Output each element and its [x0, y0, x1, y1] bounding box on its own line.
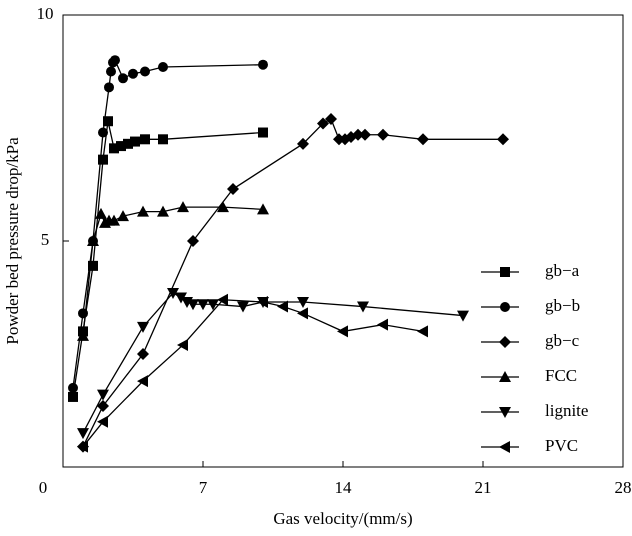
data-point — [257, 203, 269, 215]
x-tick-label: 0 — [39, 478, 48, 497]
data-point — [137, 321, 149, 333]
data-point — [116, 141, 126, 152]
data-point — [377, 128, 389, 141]
data-point — [377, 318, 388, 331]
x-tick-label: 14 — [335, 478, 353, 497]
data-point — [128, 68, 138, 79]
data-point — [158, 134, 168, 145]
legend-marker — [500, 302, 510, 312]
data-point — [87, 235, 99, 246]
data-point — [237, 301, 249, 313]
data-point — [357, 301, 369, 313]
data-point — [352, 128, 364, 141]
data-point — [68, 391, 78, 402]
data-point — [137, 348, 149, 360]
data-point — [257, 296, 268, 309]
data-point — [98, 154, 108, 165]
plot-frame — [62, 14, 624, 468]
data-point — [217, 293, 228, 306]
data-point — [117, 210, 129, 222]
data-point — [227, 183, 239, 196]
legend-label: PVC — [545, 436, 578, 455]
data-point — [167, 287, 179, 299]
data-point — [98, 127, 108, 138]
data-point — [297, 307, 308, 320]
data-point — [118, 73, 128, 84]
data-point — [78, 308, 88, 319]
legend-marker — [499, 407, 511, 418]
y-tick-label: 10 — [37, 4, 54, 23]
data-point — [123, 138, 133, 149]
series-line — [82, 118, 503, 447]
legend-marker — [499, 441, 510, 453]
legend-marker — [499, 336, 511, 348]
data-point — [110, 55, 120, 66]
data-point — [325, 112, 337, 125]
data-point — [103, 116, 113, 127]
data-point — [297, 297, 309, 309]
data-point — [77, 329, 89, 341]
data-point — [497, 133, 509, 146]
y-axis-label: Powder bed pressure drop/kPa — [3, 137, 22, 345]
data-point — [258, 127, 268, 138]
data-point — [68, 382, 78, 393]
data-point — [187, 235, 199, 247]
data-point — [217, 201, 229, 213]
series-line — [82, 299, 424, 448]
data-point — [177, 338, 188, 351]
x-axis-label: Gas velocity/(mm/s) — [273, 509, 412, 528]
data-point — [258, 59, 268, 70]
data-point — [108, 214, 120, 226]
x-tick-label: 21 — [475, 478, 492, 497]
data-point — [137, 205, 149, 217]
legend-marker — [499, 371, 511, 382]
y-tick-label: 5 — [41, 230, 50, 249]
data-point — [137, 375, 148, 388]
data-point — [158, 61, 168, 72]
legend-label: FCC — [545, 366, 577, 385]
data-point — [97, 389, 109, 401]
data-point — [277, 300, 288, 313]
data-point — [457, 310, 469, 322]
data-point — [140, 134, 150, 145]
data-point — [177, 201, 189, 213]
x-tick-label: 7 — [199, 478, 208, 497]
data-point — [77, 440, 88, 453]
data-point — [109, 143, 119, 154]
data-point — [417, 325, 428, 338]
data-point — [104, 82, 114, 93]
legend-label: lignite — [545, 401, 588, 420]
data-point — [97, 399, 109, 412]
data-point — [157, 205, 169, 217]
data-point — [297, 137, 309, 150]
data-point — [197, 299, 209, 311]
data-point — [175, 292, 187, 304]
data-point — [95, 207, 107, 219]
data-point — [187, 299, 199, 311]
data-point — [337, 325, 348, 338]
series-line — [82, 292, 464, 434]
legend-marker — [500, 267, 510, 277]
data-point — [106, 66, 116, 77]
x-tick-label: 28 — [615, 478, 632, 497]
data-point — [77, 428, 89, 440]
data-point — [140, 66, 150, 77]
data-point — [130, 136, 140, 147]
data-point — [207, 299, 219, 311]
legend-label: gb−a — [545, 261, 580, 280]
data-point — [417, 133, 429, 146]
data-point — [359, 128, 371, 141]
legend-label: gb−b — [545, 296, 580, 315]
legend-label: gb−c — [545, 331, 580, 350]
data-point — [97, 415, 108, 428]
data-point — [317, 117, 329, 130]
data-point — [88, 260, 98, 271]
